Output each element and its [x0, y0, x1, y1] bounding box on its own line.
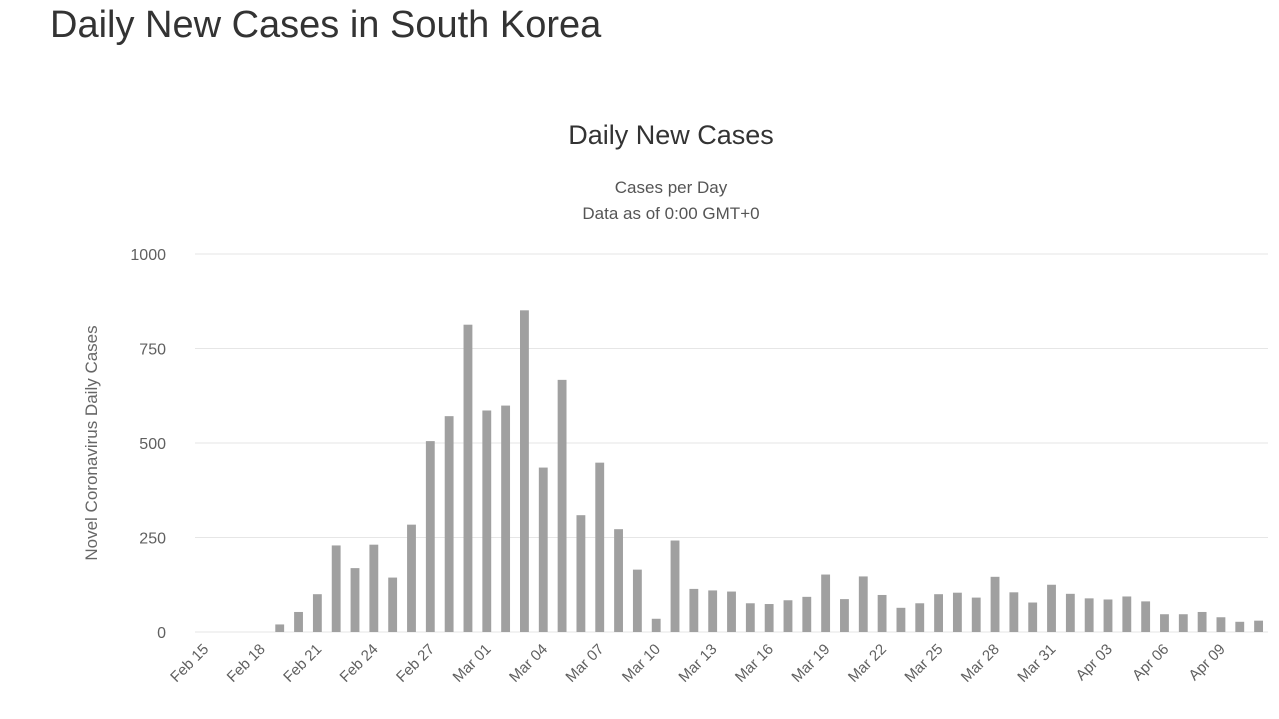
bar-feb-19	[275, 624, 285, 632]
bar-mar-19	[821, 574, 831, 632]
bar-mar-14	[727, 591, 736, 632]
chart-subtitle-line-2: Data as of 0:00 GMT+0	[582, 204, 759, 223]
bar-apr-10	[1235, 621, 1245, 632]
x-tick-label-mar-22: Mar 22	[845, 641, 890, 686]
bar-mar-15	[745, 603, 755, 632]
bar-mar-12	[689, 588, 699, 632]
chart-title: Daily New Cases	[568, 120, 774, 150]
bar-mar-29	[1009, 592, 1019, 632]
bar-mar-23	[896, 607, 906, 632]
bar-mar-24	[915, 603, 925, 632]
y-tick-label-500: 500	[139, 436, 166, 453]
y-axis-ticks: 0 250 500 750 1000	[130, 247, 166, 642]
bar-feb-25	[388, 577, 398, 632]
bar-apr-04	[1122, 596, 1132, 632]
bar-apr-07	[1178, 614, 1188, 632]
bar-feb-23	[350, 568, 360, 632]
bar-apr-05	[1141, 601, 1151, 632]
y-tick-label-750: 750	[139, 342, 166, 359]
bar-mar-30	[1028, 602, 1038, 632]
bar-apr-08	[1197, 611, 1207, 632]
bar-mar-01	[482, 410, 492, 632]
x-tick-label-mar-04: Mar 04	[506, 641, 551, 686]
y-tick-label-250: 250	[139, 531, 166, 548]
bar-mar-13	[708, 590, 718, 632]
bar-apr-06	[1160, 614, 1169, 632]
y-tick-label-1000: 1000	[130, 247, 166, 264]
bar-mar-03	[520, 310, 529, 632]
bar-mar-25	[934, 594, 943, 632]
bar-mar-16	[764, 604, 774, 632]
x-tick-label-mar-16: Mar 16	[732, 641, 777, 686]
y-tick-label-0: 0	[157, 625, 166, 642]
x-tick-label-apr-03: Apr 03	[1073, 641, 1116, 684]
bar-mar-20	[840, 599, 849, 632]
page-heading: Daily New Cases in South Korea	[50, 4, 602, 46]
bar-mar-21	[858, 576, 868, 632]
x-tick-label-mar-13: Mar 13	[675, 641, 720, 686]
x-tick-label-mar-28: Mar 28	[958, 641, 1003, 686]
bar-mar-18	[802, 596, 812, 632]
bar-mar-02	[501, 405, 511, 632]
bar-mar-06	[576, 515, 586, 632]
bar-feb-26	[407, 524, 416, 632]
bar-feb-29	[463, 324, 473, 632]
bar-apr-11	[1254, 620, 1264, 632]
x-tick-label-feb-18: Feb 18	[224, 641, 269, 686]
bar-apr-02	[1084, 598, 1094, 632]
x-tick-label-feb-21: Feb 21	[280, 641, 325, 686]
bar-feb-22	[331, 545, 341, 632]
bar-apr-01	[1065, 593, 1075, 632]
bar-feb-24	[369, 544, 379, 632]
bar-mar-05	[557, 379, 567, 632]
x-tick-label-mar-01: Mar 01	[450, 641, 495, 686]
bar-mar-28	[990, 576, 1000, 632]
bar-mar-22	[877, 594, 887, 632]
y-axis-label: Novel Coronavirus Daily Cases	[82, 325, 101, 560]
bar-mar-07	[595, 462, 605, 632]
chart-subtitle-line-1: Cases per Day	[615, 178, 728, 197]
x-tick-label-mar-25: Mar 25	[901, 641, 946, 686]
x-tick-label-mar-19: Mar 19	[788, 641, 833, 686]
bar-mar-08	[614, 529, 623, 632]
bar-mar-09	[632, 569, 642, 632]
x-tick-label-feb-27: Feb 27	[393, 641, 438, 686]
x-tick-label-apr-06: Apr 06	[1129, 641, 1172, 684]
bar-mar-27	[971, 597, 981, 632]
x-tick-label-feb-24: Feb 24	[337, 641, 382, 686]
bar-mar-11	[670, 540, 680, 632]
bar-mar-04	[538, 467, 548, 632]
x-axis-ticks: Feb 15 Feb 18 Feb 21 Feb 24 Feb 27 Mar 01 Mar …	[167, 641, 1229, 686]
x-tick-label-mar-31: Mar 31	[1014, 641, 1059, 686]
bar-feb-27	[425, 441, 435, 632]
x-tick-label-apr-09: Apr 09	[1185, 641, 1228, 684]
bar-apr-09	[1216, 617, 1226, 632]
bar-apr-03	[1103, 599, 1113, 632]
x-tick-label-mar-10: Mar 10	[619, 641, 664, 686]
bar-mar-31	[1047, 584, 1056, 632]
bar-mar-17	[783, 600, 793, 632]
bar-feb-21	[312, 594, 322, 632]
bar-feb-28	[444, 416, 454, 632]
bar-feb-20	[294, 611, 303, 632]
x-tick-label-feb-15: Feb 15	[167, 641, 212, 686]
bars	[275, 310, 1264, 632]
bar-mar-26	[952, 592, 962, 632]
bar-mar-10	[651, 618, 661, 632]
x-tick-label-mar-07: Mar 07	[562, 641, 607, 686]
